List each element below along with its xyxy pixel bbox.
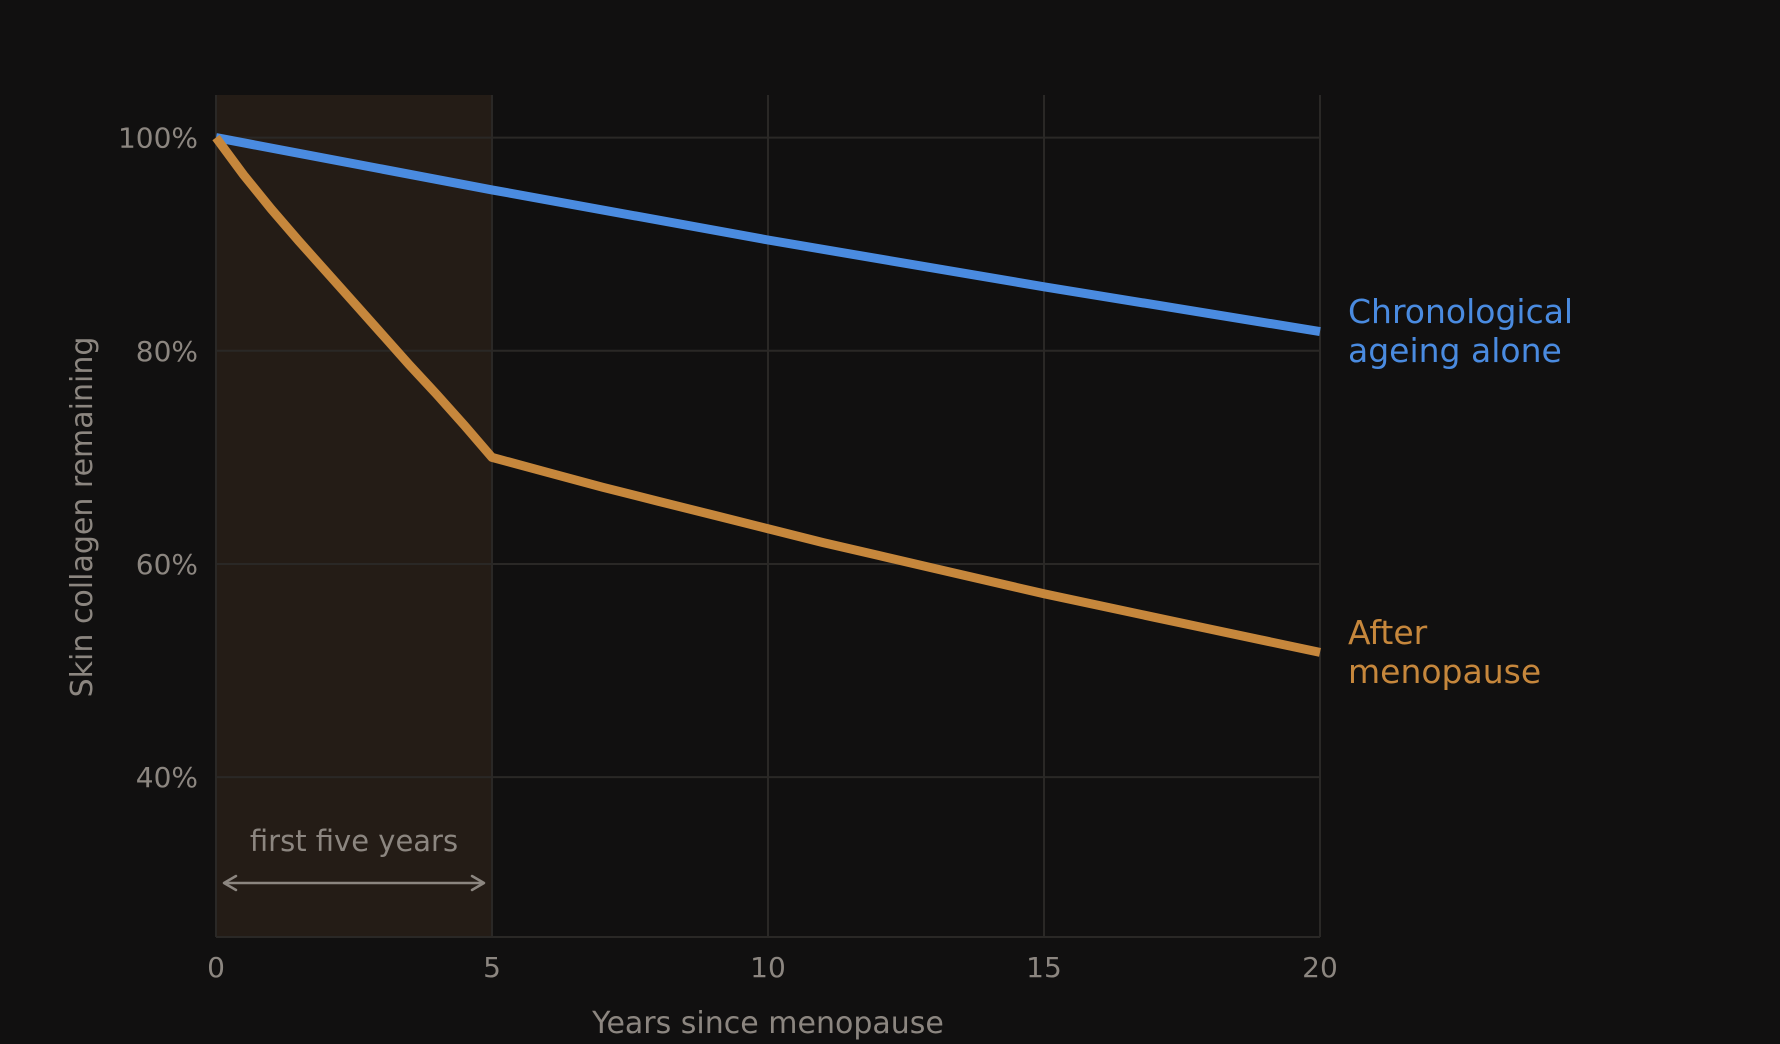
x-tick-label: 15	[1026, 951, 1062, 984]
y-tick-label: 100%	[118, 122, 198, 155]
series-line-after-menopause	[212, 134, 1321, 657]
series-label-after-menopause: After	[1348, 613, 1428, 652]
annotation-label: first five years	[250, 824, 458, 858]
y-tick-label: 40%	[136, 761, 198, 794]
x-tick-label: 5	[483, 951, 501, 984]
x-axis-title: Years since menopause	[591, 1006, 944, 1040]
series-line-chronological-ageing-alone	[215, 133, 1321, 337]
series-label-chronological-ageing-alone: Chronological	[1348, 292, 1573, 331]
x-tick-label: 10	[750, 951, 786, 984]
y-tick-label: 80%	[136, 335, 198, 368]
tick-label-layer: 40% 60% 80% 100% 0 5 10 15 20	[118, 122, 1338, 984]
y-axis-title: Skin collagen remaining	[65, 337, 100, 698]
y-tick-label: 60%	[136, 548, 198, 581]
series-label-after-menopause: menopause	[1348, 652, 1541, 691]
highlight-band	[216, 95, 492, 937]
x-tick-label: 0	[207, 951, 225, 984]
annotation-arrow-right-head	[470, 874, 486, 892]
series-label-chronological-ageing-alone: ageing alone	[1348, 331, 1562, 370]
annotation-arrow-left-head	[222, 874, 238, 892]
highlight-band-layer	[216, 95, 492, 937]
x-tick-label: 20	[1302, 951, 1338, 984]
annotation-layer: first five years	[222, 824, 486, 892]
